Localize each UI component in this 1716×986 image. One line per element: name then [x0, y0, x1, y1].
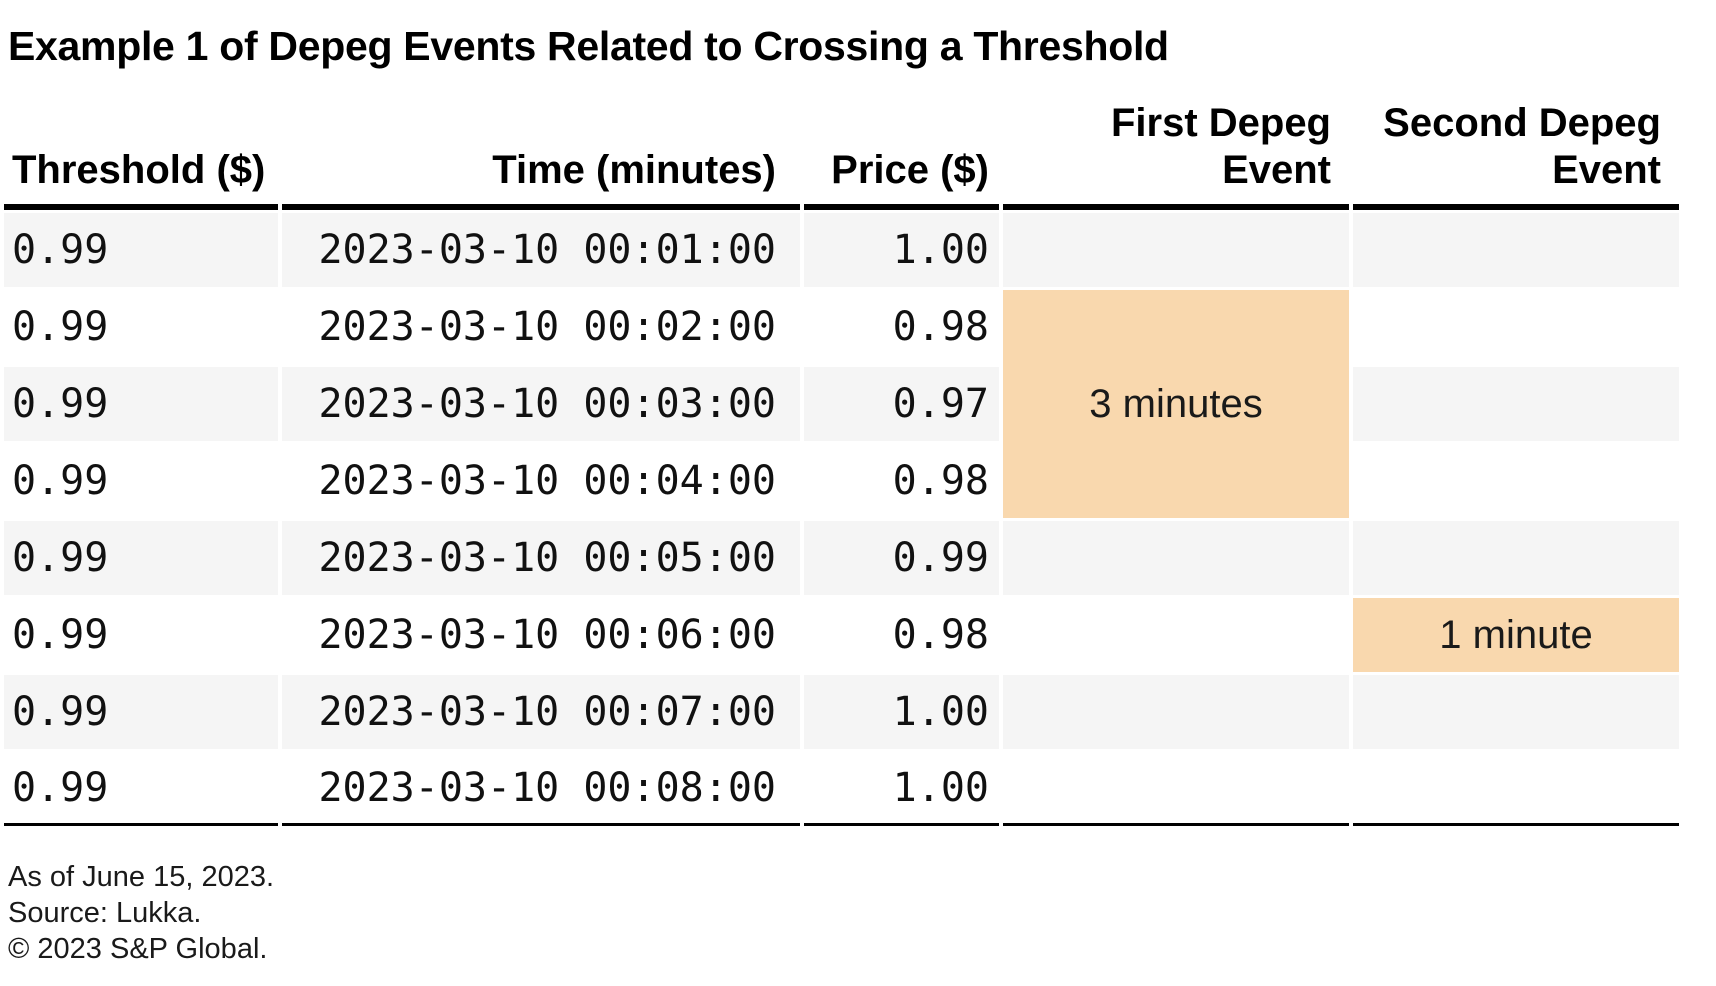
cell-time: 2023-03-10 00:08:00	[282, 752, 800, 827]
cell-first-depeg-event	[1003, 752, 1349, 827]
table-row: 0.99 2023-03-10 00:03:00 0.97	[4, 367, 1679, 442]
cell-first-depeg-event	[1003, 213, 1349, 288]
cell-second-depeg-event	[1353, 213, 1679, 288]
table-row: 0.99 2023-03-10 00:06:00 0.98 1 minute	[4, 598, 1679, 673]
cell-second-depeg-event	[1353, 521, 1679, 596]
cell-price: 0.99	[804, 521, 999, 596]
cell-time: 2023-03-10 00:06:00	[318, 612, 776, 659]
cell-threshold: 0.99	[4, 521, 278, 596]
table-row: 0.99 2023-03-10 00:01:00 1.00	[4, 213, 1679, 288]
cell-threshold: 0.99	[4, 213, 278, 288]
cell-price: 0.97	[804, 367, 999, 442]
cell-price: 0.98	[892, 458, 989, 505]
cell-threshold: 0.99	[12, 612, 109, 659]
column-header-time: Time (minutes)	[282, 100, 800, 211]
cell-time: 2023-03-10 00:04:00	[318, 458, 776, 505]
column-header-price: Price ($)	[804, 100, 999, 211]
cell-second-depeg-event	[1353, 675, 1679, 750]
cell-threshold: 0.99	[12, 304, 109, 351]
table-row: 0.99 2023-03-10 00:04:00 0.98	[4, 444, 1679, 518]
cell-price: 1.00	[804, 213, 999, 288]
cell-threshold: 0.99	[4, 675, 278, 750]
as-of-date: As of June 15, 2023.	[8, 861, 275, 894]
cell-price: 0.98	[892, 304, 989, 351]
cell-first-depeg-event	[1003, 598, 1349, 672]
cell-second-depeg-event	[1353, 367, 1679, 442]
column-header-threshold: Threshold ($)	[4, 100, 278, 211]
second-depeg-event-highlight: 1 minute	[1353, 598, 1679, 673]
cell-threshold: 0.99	[4, 367, 278, 442]
source-note: Source: Lukka.	[8, 897, 202, 930]
cell-time: 2023-03-10 00:05:00	[282, 521, 800, 596]
cell-second-depeg-event	[1353, 290, 1679, 364]
table-row: 0.99 2023-03-10 00:07:00 1.00	[4, 675, 1679, 750]
table-row: 0.99 2023-03-10 00:02:00 0.98 3 minutes	[4, 290, 1679, 519]
copyright-note: © 2023 S&P Global.	[8, 933, 268, 966]
cell-time: 2023-03-10 00:03:00	[282, 367, 800, 442]
cell-time: 2023-03-10 00:07:00	[282, 675, 800, 750]
table-row: 0.99 2023-03-10 00:08:00 1.00	[4, 752, 1679, 827]
depeg-events-table: Threshold ($) Time (minutes) Price ($) F…	[0, 97, 1683, 829]
table-row: 0.99 2023-03-10 00:05:00 0.99	[4, 521, 1679, 596]
cell-time: 2023-03-10 00:01:00	[282, 213, 800, 288]
cell-first-depeg-event	[1003, 675, 1349, 750]
exhibit-title: Example 1 of Depeg Events Related to Cro…	[8, 23, 1169, 69]
header-row: Threshold ($) Time (minutes) Price ($) F…	[4, 100, 1679, 211]
cell-threshold: 0.99	[12, 458, 109, 505]
cell-first-depeg-event	[1003, 521, 1349, 596]
cell-time: 2023-03-10 00:02:00	[318, 304, 776, 351]
cell-second-depeg-event	[1353, 752, 1679, 827]
cell-threshold: 0.99	[4, 752, 278, 827]
cell-price: 1.00	[804, 675, 999, 750]
column-header-second-depeg-event: Second Depeg Event	[1353, 100, 1679, 211]
cell-price: 0.98	[892, 612, 989, 659]
cell-price: 1.00	[804, 752, 999, 827]
first-depeg-event-highlight: 3 minutes	[1003, 290, 1349, 519]
footer-notes: As of June 15, 2023. Source: Lukka. © 20…	[8, 859, 1716, 967]
cell-second-depeg-event	[1353, 444, 1679, 518]
column-header-first-depeg-event: First Depeg Event	[1003, 100, 1349, 211]
exhibit-page: Example 1 of Depeg Events Related to Cro…	[0, 22, 1716, 986]
